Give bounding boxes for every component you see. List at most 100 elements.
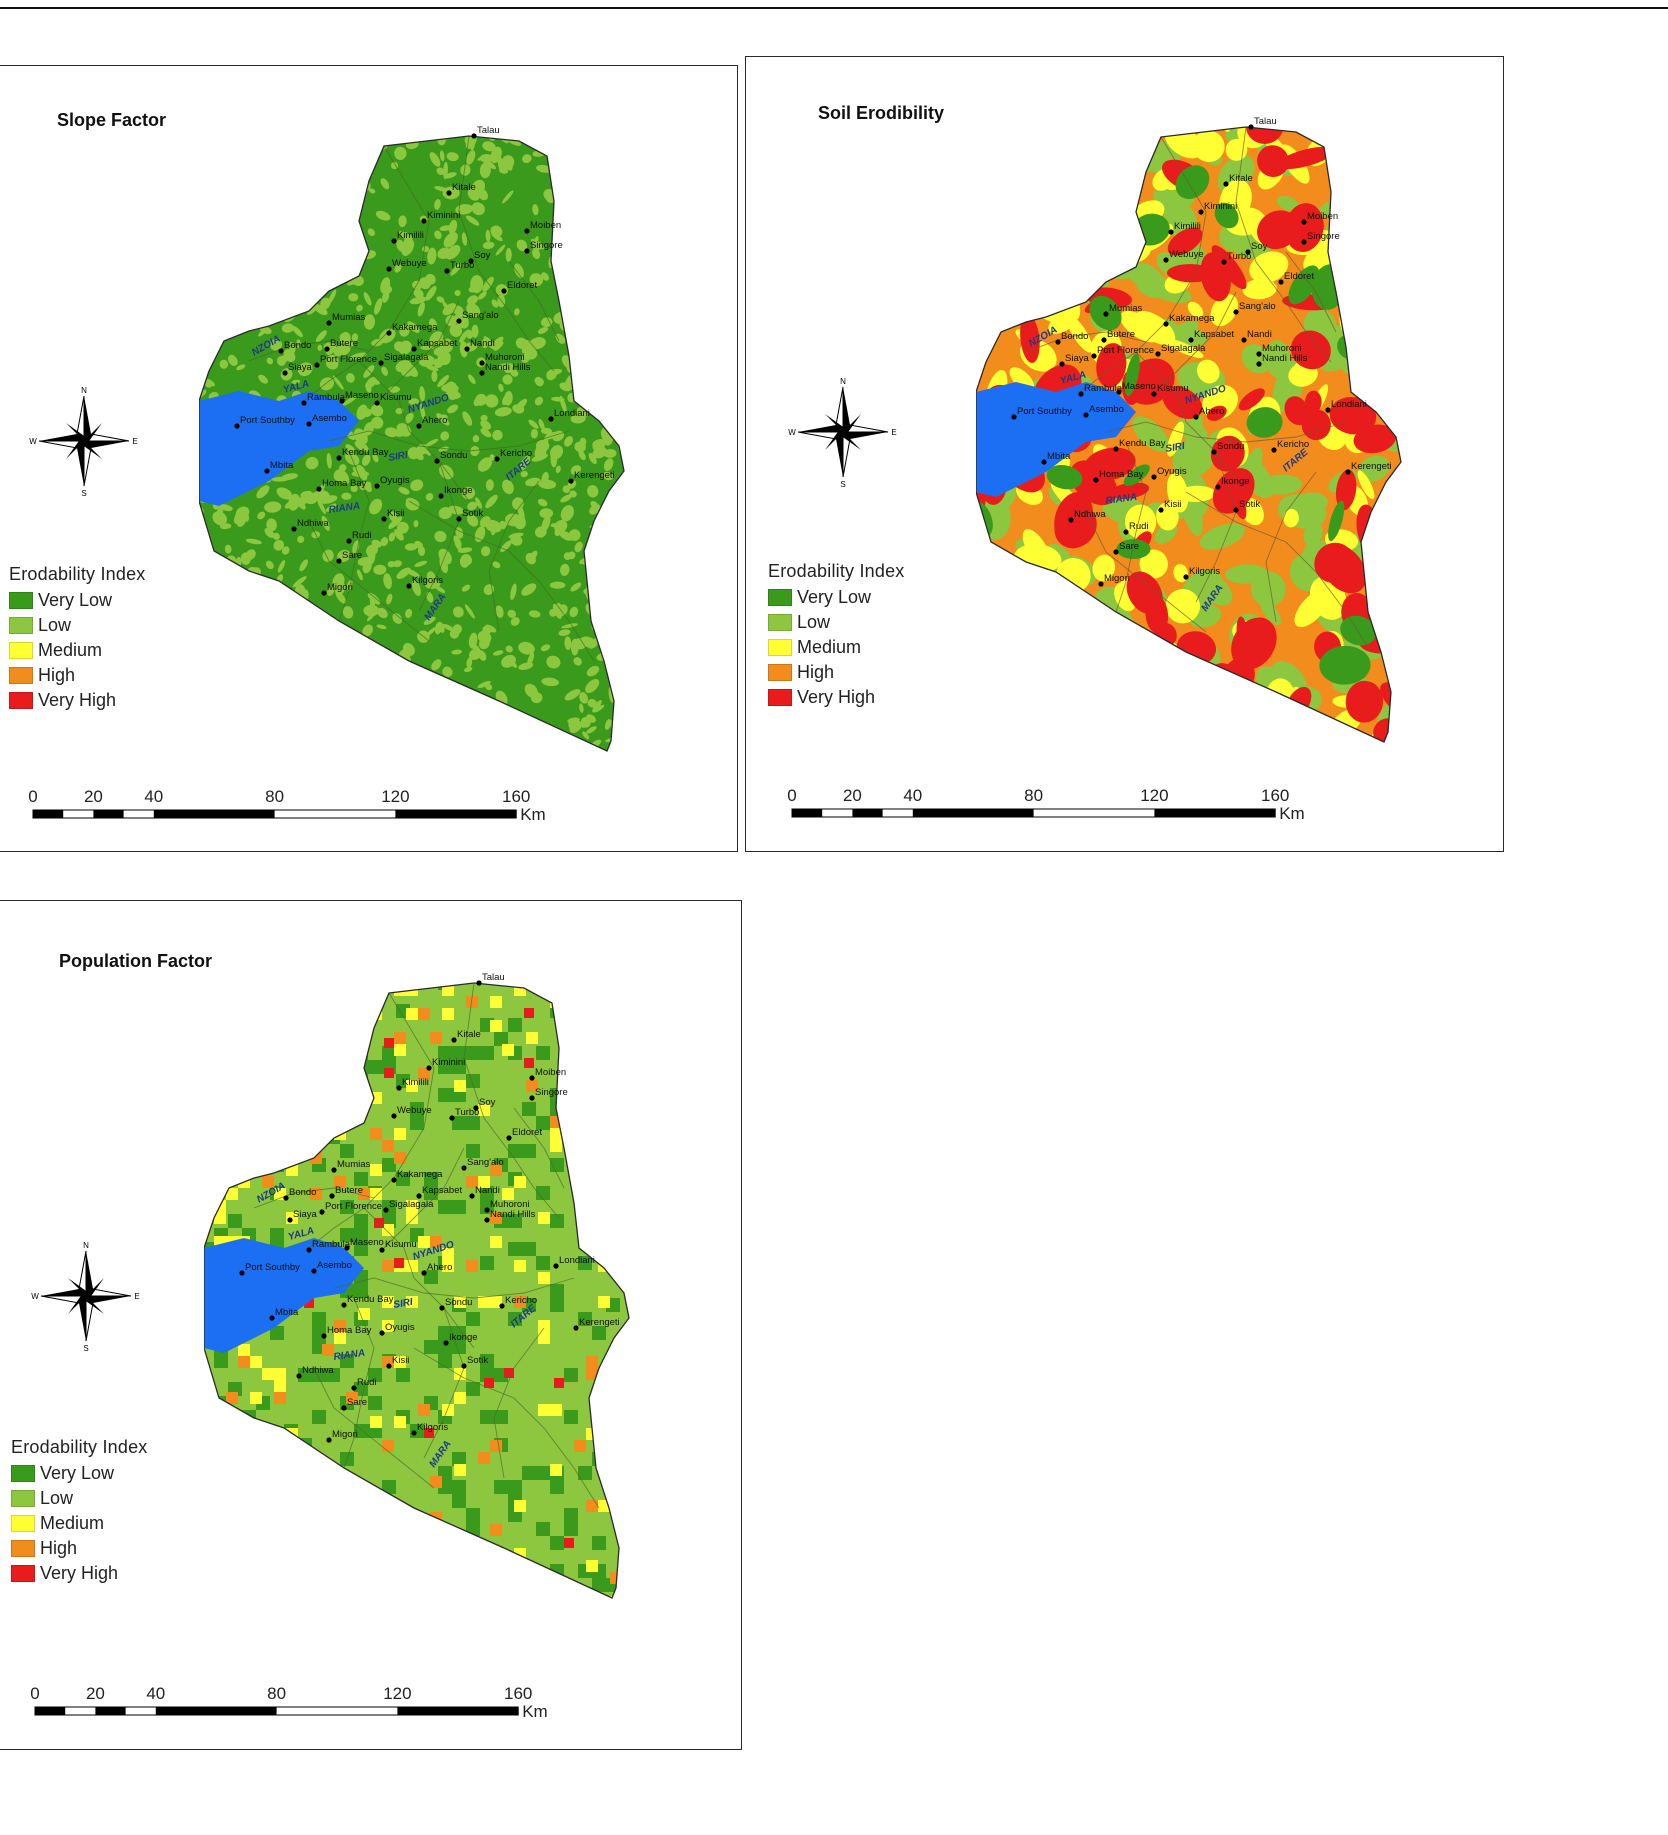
town-label: Asembo (312, 413, 347, 424)
scale-tick-label: 160 (504, 1685, 532, 1703)
town-label: Sare (1119, 541, 1139, 552)
legend-label: High (40, 1538, 78, 1558)
town-marker (506, 1135, 512, 1141)
legend-swatch (768, 589, 792, 606)
legend-swatch (768, 639, 792, 656)
town-label: Kapsabet (417, 338, 458, 349)
svg-text:E: E (134, 1292, 139, 1301)
town-marker (1155, 351, 1161, 357)
scale-tick-label: 20 (843, 787, 862, 805)
town-marker (411, 346, 417, 352)
town-marker (396, 1085, 402, 1091)
town-marker (499, 1303, 505, 1309)
town-marker (378, 360, 384, 366)
legend-label: High (797, 662, 835, 682)
legend-swatch (9, 617, 33, 634)
town-marker (573, 1325, 579, 1331)
scale-tick-label: 160 (1261, 787, 1289, 805)
town-label: Turbo (450, 260, 474, 271)
town-label: Maseno (350, 1237, 384, 1248)
town-marker (282, 370, 288, 376)
town-marker (379, 1330, 385, 1336)
scale-tick-label: 120 (1140, 787, 1168, 805)
legend-label: Very Low (797, 587, 872, 607)
town-label: Sondu (440, 450, 467, 461)
svg-text:S: S (840, 480, 845, 487)
town-marker (391, 238, 397, 244)
legend-item: Medium (9, 638, 145, 663)
town-label: Kakamega (397, 1169, 443, 1180)
town-marker (434, 458, 440, 464)
legend-swatch (9, 667, 33, 684)
town-marker (1233, 507, 1239, 513)
legend-swatch (9, 692, 33, 709)
town-marker (426, 1065, 432, 1071)
town-label: Sare (342, 550, 362, 561)
town-marker (1168, 229, 1174, 235)
legend-swatch (9, 642, 33, 659)
town-marker (444, 268, 450, 274)
town-label: Kitale (452, 182, 476, 193)
panel-title: Slope Factor (57, 110, 167, 130)
town-marker (524, 248, 530, 254)
svg-text:W: W (29, 437, 37, 446)
town-marker (1151, 474, 1157, 480)
town-marker (1301, 239, 1307, 245)
town-label: Kilgoris (1189, 566, 1220, 577)
town-label: Sondu (445, 1297, 472, 1308)
town-marker (1059, 361, 1065, 367)
town-marker (306, 421, 312, 427)
town-marker (1078, 391, 1084, 397)
town-label: Rudi (352, 530, 372, 541)
town-marker (479, 370, 485, 376)
town-label: Sigalagala (1161, 343, 1206, 354)
town-marker (553, 1263, 559, 1269)
town-label: Ikonge (1221, 476, 1250, 487)
legend-item: Low (11, 1486, 147, 1511)
legend-label: Very High (40, 1563, 119, 1583)
town-marker (296, 1373, 302, 1379)
town-marker (234, 423, 240, 429)
town-label: Nandi Hills (485, 362, 531, 373)
town-marker (1055, 339, 1061, 345)
town-label: Ndhiwa (302, 1365, 334, 1376)
town-label: Rudi (357, 1377, 377, 1388)
town-marker (1101, 337, 1107, 343)
svg-text:S: S (83, 1344, 88, 1351)
town-marker (1123, 529, 1129, 535)
town-marker (1188, 337, 1194, 343)
river-label: RIANA (328, 501, 361, 516)
town-label: Londiani (1331, 399, 1367, 410)
town-marker (1163, 257, 1169, 263)
town-label: Butere (1107, 329, 1135, 340)
town-label: Sotik (467, 1355, 488, 1366)
town-label: Homa Bay (322, 478, 367, 489)
legend-swatch (11, 1565, 35, 1582)
town-marker (438, 493, 444, 499)
top-rule (0, 7, 1668, 9)
town-marker (326, 320, 332, 326)
town-label: Port Southby (245, 1262, 300, 1273)
town-label: Oyugis (385, 1322, 415, 1333)
town-marker (421, 218, 427, 224)
town-label: Moiben (530, 220, 561, 231)
town-label: Homa Bay (327, 1325, 372, 1336)
river-label: SIRI (1165, 441, 1186, 455)
town-marker (464, 346, 470, 352)
town-label: Rambula (307, 392, 346, 403)
town-label: Sang'alo (1239, 301, 1276, 312)
town-marker (1241, 337, 1247, 343)
town-label: Kericho (505, 1295, 537, 1306)
town-label: Sare (347, 1397, 367, 1408)
town-label: Oyugis (1157, 466, 1187, 477)
svg-text:N: N (83, 1241, 89, 1250)
town-marker (416, 1193, 422, 1199)
town-marker (391, 1113, 397, 1119)
legend-item: Medium (768, 635, 904, 660)
svg-text:N: N (81, 386, 87, 395)
town-marker (1198, 209, 1204, 215)
town-label: Mumias (332, 312, 366, 323)
town-label: Kisii (392, 1355, 409, 1366)
town-label: Londiani (554, 408, 590, 419)
town-label: Nandi (1247, 329, 1272, 340)
